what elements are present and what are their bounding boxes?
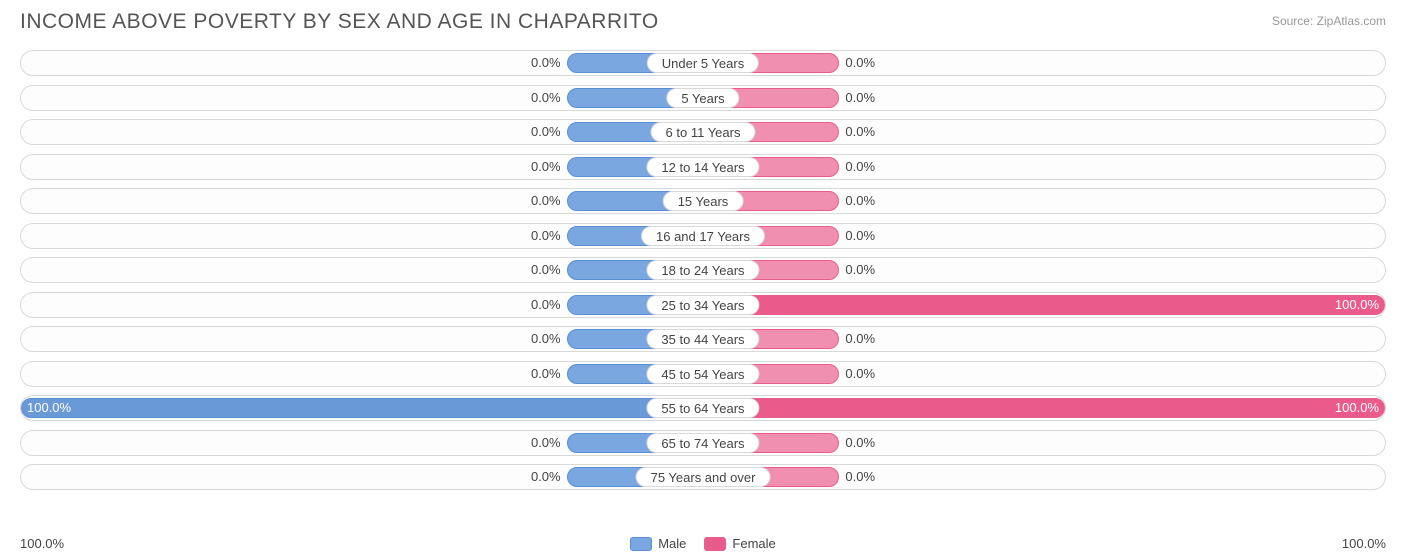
female-value: 0.0% (845, 189, 875, 213)
male-swatch-icon (630, 537, 652, 551)
female-half: 0.0% (703, 51, 1385, 75)
male-value: 0.0% (531, 155, 561, 179)
category-label: 18 to 24 Years (646, 260, 759, 280)
female-half: 100.0% (703, 396, 1385, 420)
legend-female-label: Female (732, 536, 775, 551)
category-label: 6 to 11 Years (651, 122, 756, 142)
female-value: 0.0% (845, 86, 875, 110)
category-label: 45 to 54 Years (646, 364, 759, 384)
legend-item-male: Male (630, 536, 686, 551)
female-half: 0.0% (703, 224, 1385, 248)
female-value: 0.0% (845, 465, 875, 489)
chart-row: 0.0% 0.0% 75 Years and over (20, 464, 1386, 490)
male-half: 0.0% (21, 362, 703, 386)
male-half: 0.0% (21, 258, 703, 282)
chart-row: 0.0% 0.0% 12 to 14 Years (20, 154, 1386, 180)
male-half: 0.0% (21, 51, 703, 75)
male-bar (21, 398, 703, 418)
source-attribution: Source: ZipAtlas.com (1272, 14, 1386, 28)
female-half: 0.0% (703, 327, 1385, 351)
female-value: 0.0% (845, 120, 875, 144)
chart-row: 0.0% 0.0% 65 to 74 Years (20, 430, 1386, 456)
female-half: 0.0% (703, 155, 1385, 179)
legend-item-female: Female (704, 536, 775, 551)
male-value: 0.0% (531, 120, 561, 144)
male-half: 0.0% (21, 120, 703, 144)
axis-right-max: 100.0% (1342, 536, 1386, 551)
category-label: 75 Years and over (636, 467, 771, 487)
category-label: 5 Years (666, 88, 739, 108)
female-half: 0.0% (703, 362, 1385, 386)
male-value: 0.0% (531, 327, 561, 351)
chart-row: 0.0% 0.0% 45 to 54 Years (20, 361, 1386, 387)
male-value: 0.0% (531, 51, 561, 75)
chart-row: 0.0% 0.0% Under 5 Years (20, 50, 1386, 76)
female-value: 0.0% (845, 362, 875, 386)
male-value: 0.0% (531, 431, 561, 455)
male-half: 0.0% (21, 465, 703, 489)
category-label: 55 to 64 Years (646, 398, 759, 418)
male-half: 0.0% (21, 327, 703, 351)
axis-left-max: 100.0% (20, 536, 64, 551)
category-label: 12 to 14 Years (646, 157, 759, 177)
female-swatch-icon (704, 537, 726, 551)
chart-title: INCOME ABOVE POVERTY BY SEX AND AGE IN C… (20, 10, 659, 34)
category-label: 16 and 17 Years (641, 226, 765, 246)
chart-row: 100.0% 100.0% 55 to 64 Years (20, 395, 1386, 421)
male-value: 0.0% (531, 86, 561, 110)
legend-male-label: Male (658, 536, 686, 551)
female-value: 0.0% (845, 51, 875, 75)
chart-row: 0.0% 0.0% 16 and 17 Years (20, 223, 1386, 249)
female-value: 0.0% (845, 431, 875, 455)
male-half: 0.0% (21, 224, 703, 248)
male-value: 0.0% (531, 224, 561, 248)
legend: Male Female (630, 536, 776, 551)
male-value: 0.0% (531, 293, 561, 317)
female-value: 100.0% (1335, 293, 1379, 317)
chart-row: 0.0% 100.0% 25 to 34 Years (20, 292, 1386, 318)
female-value: 0.0% (845, 258, 875, 282)
male-half: 0.0% (21, 86, 703, 110)
male-value: 0.0% (531, 465, 561, 489)
female-half: 0.0% (703, 431, 1385, 455)
chart-row: 0.0% 0.0% 6 to 11 Years (20, 119, 1386, 145)
chart-area: 0.0%0.0%Under 5 Years0.0%0.0%5 Years0.0%… (0, 40, 1406, 490)
male-value: 0.0% (531, 189, 561, 213)
chart-row: 0.0% 0.0% 15 Years (20, 188, 1386, 214)
female-bar (703, 295, 1385, 315)
male-half: 100.0% (21, 396, 703, 420)
male-half: 0.0% (21, 155, 703, 179)
chart-row: 0.0% 0.0% 35 to 44 Years (20, 326, 1386, 352)
male-value: 0.0% (531, 362, 561, 386)
male-half: 0.0% (21, 293, 703, 317)
female-bar (703, 398, 1385, 418)
male-value: 100.0% (27, 396, 71, 420)
chart-footer: 100.0% Male Female 100.0% (20, 536, 1386, 551)
female-value: 0.0% (845, 224, 875, 248)
female-value: 0.0% (845, 327, 875, 351)
female-half: 0.0% (703, 465, 1385, 489)
chart-row: 0.0% 0.0% 18 to 24 Years (20, 257, 1386, 283)
category-label: Under 5 Years (647, 53, 759, 73)
male-value: 0.0% (531, 258, 561, 282)
category-label: 15 Years (663, 191, 744, 211)
female-half: 0.0% (703, 120, 1385, 144)
female-half: 0.0% (703, 258, 1385, 282)
female-half: 0.0% (703, 86, 1385, 110)
header: INCOME ABOVE POVERTY BY SEX AND AGE IN C… (0, 0, 1406, 40)
category-label: 25 to 34 Years (646, 295, 759, 315)
category-label: 35 to 44 Years (646, 329, 759, 349)
male-half: 0.0% (21, 431, 703, 455)
category-label: 65 to 74 Years (646, 433, 759, 453)
chart-row: 0.0% 0.0% 5 Years (20, 85, 1386, 111)
female-value: 0.0% (845, 155, 875, 179)
female-value: 100.0% (1335, 396, 1379, 420)
male-half: 0.0% (21, 189, 703, 213)
female-half: 0.0% (703, 189, 1385, 213)
female-half: 100.0% (703, 293, 1385, 317)
